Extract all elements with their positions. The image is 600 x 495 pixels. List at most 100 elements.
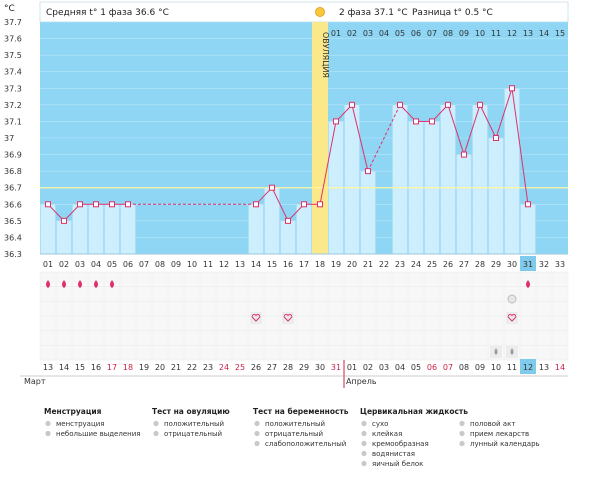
temperature-point [93, 201, 99, 208]
calendar-date-label: 03 [379, 363, 389, 372]
y-tick-label: 37.2 [4, 101, 22, 110]
ovulation-column [312, 22, 328, 254]
legend-cervical-fluid-item: водянистая [372, 450, 415, 458]
calendar-date-label: 13 [43, 363, 53, 372]
calendar-date-label: 23 [203, 363, 213, 372]
cycle-day-label: 03 [75, 260, 85, 269]
cycle-day-label: 28 [475, 260, 485, 269]
temperature-point [45, 201, 51, 208]
phase2-day-label: 13 [523, 29, 533, 38]
phase2-day-label: 10 [475, 29, 485, 38]
temperature-bar [472, 104, 488, 255]
y-unit-label: °C [4, 4, 15, 14]
temperature-line [463, 104, 481, 155]
legend-cervical-fluid-item: кремообразная [372, 440, 429, 448]
y-tick-label: 37.5 [4, 51, 22, 60]
temperature-line [271, 187, 289, 222]
cycle-day-label: 29 [491, 260, 501, 269]
pill-icon [507, 294, 517, 304]
menstruation-drop-icon [110, 280, 114, 288]
cycle-day-label: 04 [91, 260, 101, 269]
y-tick-label: 37.1 [4, 117, 22, 126]
temperature-bar [504, 88, 520, 255]
temperature-bar [440, 104, 456, 255]
cycle-day-label: 16 [283, 260, 293, 269]
calendar-date-label: 20 [155, 363, 165, 372]
cycle-day-label: 02 [59, 260, 69, 269]
temperature-bar [56, 220, 72, 255]
temperature-bar [40, 204, 56, 255]
cycle-day-label: 27 [459, 260, 469, 269]
phase2-day-label: 04 [379, 29, 389, 38]
calendar-date-label: 06 [427, 363, 437, 372]
legend-marker [361, 440, 367, 447]
cycle-day-label: 09 [171, 260, 181, 269]
temperature-bar [360, 170, 376, 255]
temperature-line [447, 104, 465, 155]
temperature-bar [520, 204, 536, 255]
temperature-bar [456, 154, 472, 255]
egg-white-drop-icon [494, 348, 498, 355]
legend-marker [254, 430, 260, 437]
heart-cell [250, 312, 262, 324]
legend-other-item: лунный календарь [470, 440, 540, 448]
legend-marker [254, 440, 260, 447]
menstruation-drop-icon [62, 280, 66, 288]
today-highlight [520, 256, 536, 271]
y-tick-label: 37 [4, 134, 14, 143]
heart-icon [507, 314, 517, 322]
y-tick-label: 36.6 [4, 200, 22, 209]
temperature-line [319, 121, 337, 205]
legend-cervical-fluid-item: яичный белок [372, 460, 423, 468]
temperature-point [445, 101, 451, 108]
temperature-point [365, 168, 371, 175]
cycle-day-label: 18 [315, 260, 325, 269]
temperature-point [253, 201, 259, 208]
legend-pregnancy-test-item: положительный [265, 420, 325, 428]
temperature-point [477, 101, 483, 108]
cycle-day-label: 23 [395, 260, 405, 269]
calendar-date-label: 12 [523, 363, 533, 372]
legend-other-item: прием лекарств [470, 430, 529, 438]
legend-marker [153, 430, 159, 437]
cycle-day-label: 17 [299, 260, 309, 269]
cycle-day-label: 31 [523, 260, 533, 269]
calendar-date-label: 28 [283, 363, 293, 372]
temperature-line-dashed [367, 104, 401, 172]
temperature-point [429, 118, 435, 125]
legend-marker [361, 420, 367, 427]
calendar-date-label: 30 [315, 363, 325, 372]
cycle-day-label: 07 [139, 260, 149, 269]
temperature-point [109, 201, 115, 208]
phase2-day-label: 09 [459, 29, 469, 38]
legend-marker [361, 430, 367, 437]
calendar-date-label: 10 [491, 363, 501, 372]
legend-marker [361, 450, 367, 457]
phase2-day-label: 01 [331, 29, 341, 38]
phase2-day-label: 14 [539, 29, 549, 38]
legend-ovulation-test-item: отрицательный [164, 430, 222, 438]
heart-icon [251, 314, 261, 322]
temperature-bar [488, 137, 504, 255]
calendar-date-label: 16 [91, 363, 101, 372]
menstruation-drop-icon [526, 280, 530, 288]
temperature-point [509, 85, 515, 92]
legend-marker [45, 430, 51, 437]
heart-cell [282, 312, 294, 324]
y-tick-label: 36.7 [4, 184, 22, 193]
calendar-date-label: 14 [59, 363, 69, 372]
temperature-point [525, 201, 531, 208]
calendar-date-label: 11 [507, 363, 517, 372]
calendar-date-label: 21 [171, 363, 181, 372]
cycle-day-label: 30 [507, 260, 517, 269]
calendar-date-label: 09 [475, 363, 485, 372]
calendar-date-label: 02 [363, 363, 373, 372]
calendar-date-label: 31 [331, 363, 341, 372]
legend-marker [153, 420, 159, 427]
y-tick-label: 36.9 [4, 151, 22, 160]
calendar-date-label: 13 [539, 363, 549, 372]
cycle-day-label: 01 [43, 260, 53, 269]
cycle-day-label: 33 [555, 260, 565, 269]
cycle-day-label: 13 [235, 260, 245, 269]
cycle-day-label: 10 [187, 260, 197, 269]
